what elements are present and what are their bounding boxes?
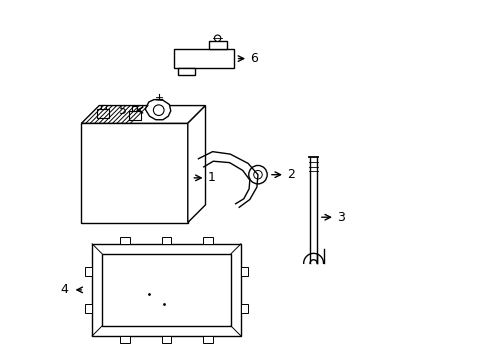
- Polygon shape: [97, 109, 109, 118]
- Polygon shape: [161, 237, 171, 244]
- Polygon shape: [241, 267, 247, 276]
- Text: 2: 2: [286, 168, 294, 181]
- Polygon shape: [145, 100, 170, 120]
- Polygon shape: [208, 41, 226, 49]
- Polygon shape: [92, 244, 241, 336]
- Text: 4: 4: [60, 283, 68, 296]
- Circle shape: [253, 170, 262, 179]
- Polygon shape: [203, 336, 213, 343]
- Text: 3: 3: [336, 211, 344, 224]
- Polygon shape: [203, 237, 213, 244]
- Circle shape: [214, 35, 221, 41]
- Polygon shape: [128, 111, 141, 120]
- Circle shape: [248, 166, 266, 184]
- Polygon shape: [120, 237, 129, 244]
- Polygon shape: [241, 304, 247, 312]
- Text: 6: 6: [249, 52, 257, 65]
- Polygon shape: [178, 68, 194, 76]
- Circle shape: [153, 105, 163, 116]
- Polygon shape: [81, 105, 205, 123]
- Polygon shape: [85, 304, 92, 312]
- Polygon shape: [120, 336, 129, 343]
- Text: 1: 1: [207, 171, 215, 184]
- Polygon shape: [173, 49, 233, 68]
- Polygon shape: [101, 104, 105, 109]
- Polygon shape: [132, 106, 137, 111]
- Polygon shape: [85, 267, 92, 276]
- Polygon shape: [81, 123, 187, 222]
- Polygon shape: [187, 105, 205, 222]
- Polygon shape: [161, 336, 171, 343]
- Text: 5: 5: [119, 104, 126, 117]
